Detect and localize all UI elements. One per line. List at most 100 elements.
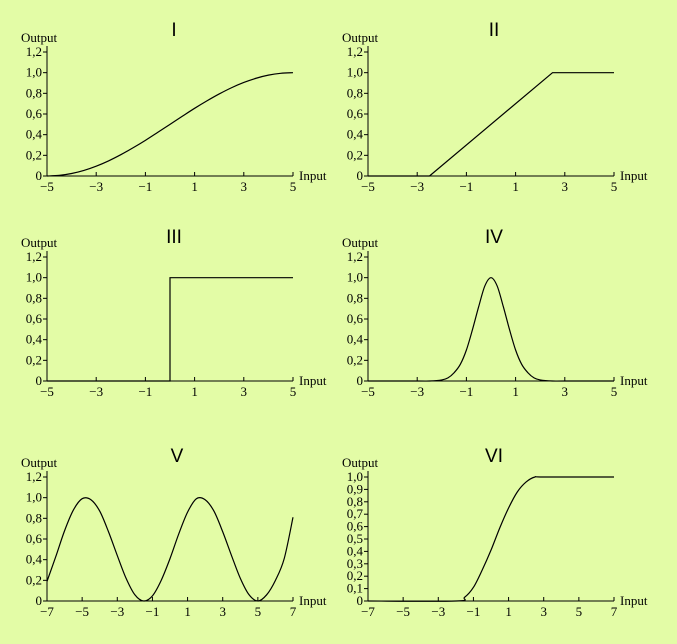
y-tick-label: 1,0 (26, 270, 42, 285)
x-tick-label: −3 (410, 384, 424, 399)
x-tick-label: 7 (611, 604, 618, 619)
y-tick-label: 1,0 (347, 270, 363, 285)
y-axis-label: Output (342, 30, 379, 45)
y-tick-label: 0,4 (347, 543, 364, 558)
y-tick-label: 0,4 (26, 552, 43, 567)
y-tick-label: 0,6 (347, 519, 364, 534)
y-tick-label: 0 (36, 593, 43, 608)
y-tick-label: 0,6 (347, 311, 364, 326)
x-tick-label: 1 (191, 384, 198, 399)
y-tick-label: 0,2 (26, 352, 42, 367)
x-tick-label: −1 (138, 179, 152, 194)
x-tick-label: −3 (89, 384, 103, 399)
y-tick-label: 0,4 (26, 127, 43, 142)
y-tick-label: 0,2 (347, 568, 363, 583)
x-tick-label: −5 (40, 384, 54, 399)
y-tick-label: 0 (36, 373, 43, 388)
x-axis-label: Input (299, 168, 327, 183)
y-tick-label: 0,8 (347, 290, 363, 305)
x-tick-label: 5 (290, 179, 297, 194)
x-tick-label: 3 (219, 604, 226, 619)
x-tick-label: 3 (562, 179, 569, 194)
y-tick-label: 0,5 (347, 531, 363, 546)
y-tick-label: 0,7 (347, 506, 364, 521)
x-axis-label: Input (299, 373, 327, 388)
x-tick-label: −1 (459, 384, 473, 399)
x-axis-label: Input (620, 168, 648, 183)
y-tick-label: 0,2 (347, 147, 363, 162)
chart-title: III (166, 227, 182, 248)
y-axis-label: Output (21, 235, 58, 250)
y-tick-label: 0,4 (347, 127, 364, 142)
x-tick-label: 1 (191, 179, 198, 194)
y-axis-label: Output (342, 455, 379, 470)
series-line (46, 496, 294, 602)
y-tick-label: 0,8 (347, 85, 363, 100)
x-axis-label: Input (620, 593, 648, 608)
chart-title: I (171, 20, 176, 41)
chart-title: V (171, 446, 184, 467)
y-tick-label: 0,6 (26, 531, 43, 546)
x-axis-label: Input (620, 373, 648, 388)
y-tick-label: 0,1 (347, 581, 363, 596)
y-tick-label: 0,2 (347, 352, 363, 367)
y-axis-label: Output (21, 30, 58, 45)
x-tick-label: 3 (241, 179, 248, 194)
chart-panel-V: V Output Input 0 0,2 0,4 0,6 0,8 1,0 1,2 −7 −5 −3 −1 1… (21, 446, 327, 619)
y-tick-label: 1,0 (347, 65, 363, 80)
y-tick-label: 1,0 (26, 65, 42, 80)
y-axis-label: Output (21, 455, 58, 470)
x-tick-label: 3 (562, 384, 569, 399)
y-tick-label: 0,8 (347, 494, 363, 509)
y-tick-label: 0,2 (26, 147, 42, 162)
x-tick-label: −3 (410, 179, 424, 194)
y-axis-label: Output (342, 235, 379, 250)
y-tick-label: 0 (357, 593, 364, 608)
x-tick-label: −3 (89, 179, 103, 194)
x-tick-label: −5 (361, 179, 375, 194)
x-tick-label: 5 (255, 604, 262, 619)
y-tick-label: 0,4 (26, 332, 43, 347)
chart-panel-III: III Output Input 0 0,2 0,4 0,6 0,8 1,0 1,2 −5 −3 −1 1… (21, 227, 327, 399)
y-tick-label: 0,2 (26, 572, 42, 587)
y-tick-label: 1,0 (347, 469, 363, 484)
series-line (47, 277, 293, 382)
y-tick-label: 0 (357, 373, 364, 388)
y-tick-label: 1,2 (26, 249, 42, 264)
series-line (46, 72, 294, 177)
x-tick-label: −5 (361, 384, 375, 399)
y-tick-label: 0,8 (26, 85, 42, 100)
series-line (367, 476, 615, 602)
y-tick-label: 0,6 (26, 106, 43, 121)
x-tick-label: 5 (611, 179, 618, 194)
y-tick-label: 1,2 (347, 44, 363, 59)
y-tick-label: 1,2 (26, 44, 42, 59)
x-tick-label: 3 (540, 604, 547, 619)
y-tick-label: 0,8 (26, 290, 42, 305)
chart-title: IV (485, 227, 503, 248)
y-tick-label: 0,6 (347, 106, 364, 121)
y-tick-label: 0 (357, 168, 364, 183)
x-tick-label: 1 (184, 604, 191, 619)
x-tick-label: −3 (431, 604, 445, 619)
x-tick-label: −1 (138, 384, 152, 399)
y-tick-label: 0,6 (26, 311, 43, 326)
y-tick-label: 1,0 (26, 490, 42, 505)
y-tick-label: 1,2 (26, 469, 42, 484)
x-tick-label: −1 (459, 179, 473, 194)
y-tick-label: 0 (36, 168, 43, 183)
y-tick-label: 0,8 (26, 510, 42, 525)
x-tick-label: 3 (241, 384, 248, 399)
x-tick-label: −3 (110, 604, 124, 619)
chart-panel-II: II Output Input 0 0,2 0,4 0,6 0,8 1,0 1,2 −5 −3 −1 1 3… (342, 20, 648, 194)
x-tick-label: −7 (361, 604, 375, 619)
chart-title: II (489, 20, 500, 41)
series-line (368, 72, 614, 177)
x-tick-label: −5 (40, 179, 54, 194)
x-tick-label: 7 (290, 604, 297, 619)
x-tick-label: 1 (512, 179, 519, 194)
chart-title: VI (485, 446, 503, 467)
x-tick-label: 5 (290, 384, 297, 399)
chart-panel-VI: VI Output Input 00,10,20,30,40,50,60,70,80,… (342, 446, 648, 619)
